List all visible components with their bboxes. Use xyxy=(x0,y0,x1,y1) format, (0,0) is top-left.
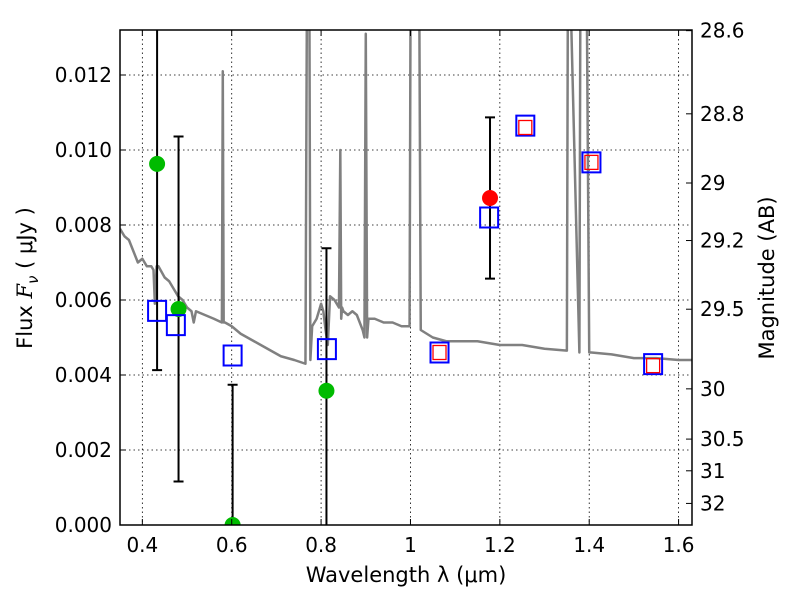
y2-tick-label: 28.8 xyxy=(700,102,745,126)
y-axis-label-sub: ν xyxy=(24,276,42,284)
y-tick-label: 0.010 xyxy=(55,138,112,162)
y-tick-label: 0.006 xyxy=(55,288,112,312)
y-tick-label: 0.008 xyxy=(55,213,112,237)
y2-tick-label: 29 xyxy=(700,171,725,195)
model-square xyxy=(643,353,664,376)
y-tick-label: 0.000 xyxy=(55,513,112,537)
model-square xyxy=(479,206,500,229)
x-axis-label: Wavelength λ (μm) xyxy=(306,563,507,587)
y2-tick-label: 29.5 xyxy=(700,297,745,321)
observed-point xyxy=(224,517,241,525)
observed-point xyxy=(170,301,187,317)
y-tick-label: 0.002 xyxy=(55,438,112,462)
y2-tick-label: 29.2 xyxy=(700,229,745,253)
axes: 0.4 0.6 0.8 1 1.2 1.4 1.6 0.000 0.002 0.004 0.006 0… xyxy=(55,19,745,557)
model-square-red xyxy=(518,119,533,136)
y2-tick-label: 31 xyxy=(700,459,725,483)
spectrum-line xyxy=(120,30,692,365)
model-square-red xyxy=(432,344,447,361)
x-tick-label: 0.6 xyxy=(216,533,248,557)
y-axis-label-pre: Flux xyxy=(13,299,37,349)
y-tick-label: 0.004 xyxy=(55,363,112,387)
y-axis-label: Flux Fν ( μJy ) xyxy=(13,207,42,349)
model-square xyxy=(147,299,168,322)
observed-point xyxy=(318,382,335,399)
y2-axis-label: Magnitude (AB) xyxy=(755,196,779,359)
x-tick-label: 0.4 xyxy=(126,533,158,557)
observed-point xyxy=(149,155,166,172)
y2-tick-label: 28.6 xyxy=(700,19,745,43)
y-axis-label-symbol: F xyxy=(13,283,37,300)
model-square xyxy=(515,114,536,137)
plot-area xyxy=(120,30,692,525)
x-tick-label: 1.6 xyxy=(663,533,695,557)
x-tick-label: 0.8 xyxy=(305,533,337,557)
plot-frame xyxy=(119,29,693,526)
x-tick-label: 1.4 xyxy=(573,533,605,557)
model-square xyxy=(581,151,602,174)
model-square xyxy=(429,341,450,364)
model-square xyxy=(165,314,186,337)
y2-tick-label: 32 xyxy=(700,491,725,515)
x-tick-label: 1.2 xyxy=(484,533,516,557)
model-square xyxy=(222,344,243,367)
model-square xyxy=(316,338,337,361)
model-square-red xyxy=(584,154,599,171)
y2-tick-label: 30 xyxy=(700,377,725,401)
x-tick-label: 1 xyxy=(404,533,417,557)
y2-tick-label: 30.5 xyxy=(700,427,745,451)
grid xyxy=(120,30,692,526)
y-tick-label: 0.012 xyxy=(55,63,112,87)
y-axis-label-post: ( μJy ) xyxy=(13,207,37,275)
model-square-red xyxy=(645,357,661,374)
observed-point xyxy=(482,190,499,206)
